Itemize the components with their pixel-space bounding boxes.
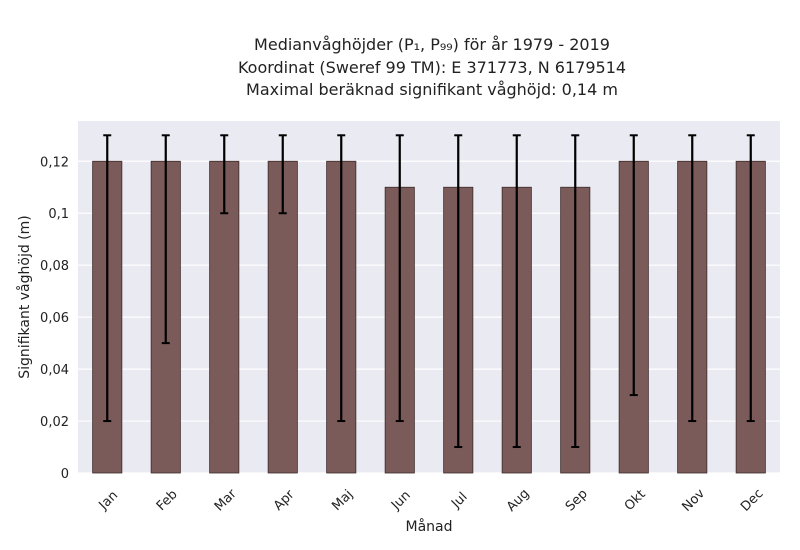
y-tick-label: 0,1: [48, 207, 69, 222]
x-axis-label: Månad: [406, 518, 453, 535]
x-tick-labels: Jan Feb Mar Apr Maj Jun Jul Aug Sep Okt Nov Dec: [96, 486, 767, 515]
x-tick-label: Mar: [212, 486, 240, 514]
x-tick-label: Maj: [329, 487, 356, 514]
y-tick-labels: 0 0,02 0,04 0,06 0,08 0,1 0,12: [40, 155, 69, 482]
x-tick-label: Aug: [504, 486, 533, 515]
y-tick-label: 0,06: [40, 311, 69, 326]
y-tick-label: 0,12: [40, 155, 69, 170]
y-tick-label: 0,08: [40, 259, 69, 274]
y-axis-label: Signifikant våghöjd (m): [16, 215, 33, 378]
chart-title-line-3: Maximal beräknad signifikant våghöjd: 0,…: [246, 80, 618, 99]
x-tick-label: Jan: [96, 488, 121, 513]
x-tick-label: Jun: [388, 488, 414, 514]
x-tick-label: Feb: [154, 487, 181, 514]
plot-area: [78, 121, 780, 473]
x-tick-label: Sep: [563, 487, 591, 515]
x-tick-label: Apr: [271, 487, 298, 514]
y-tick-label: 0: [61, 467, 69, 482]
x-tick-label: Dec: [738, 486, 766, 514]
chart-title-line-1: Medianvåghöjder (P₁, P₉₉) för år 1979 - …: [254, 35, 610, 54]
y-tick-label: 0,04: [40, 363, 69, 378]
y-tick-label: 0,02: [40, 415, 69, 430]
chart-title-line-2: Koordinat (Sweref 99 TM): E 371773, N 61…: [237, 58, 627, 77]
x-tick-label: Okt: [622, 487, 649, 514]
x-tick-label: Jul: [448, 490, 470, 512]
gridlines: [78, 160, 780, 474]
error-bars: [103, 134, 755, 449]
x-tick-label: Nov: [680, 486, 709, 515]
